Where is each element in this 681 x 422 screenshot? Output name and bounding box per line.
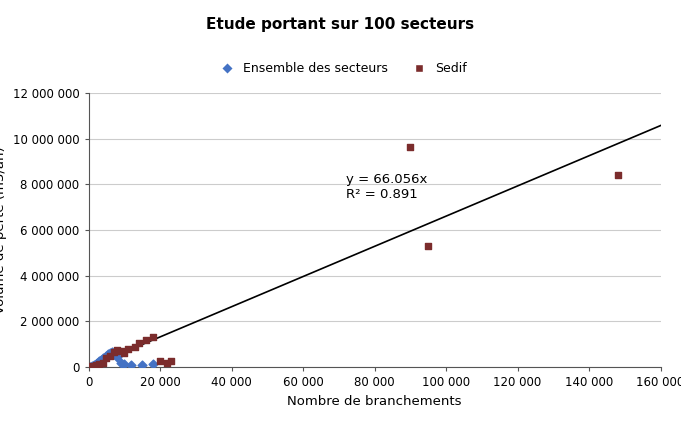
Point xyxy=(89,362,99,369)
Point xyxy=(90,361,101,368)
Point xyxy=(118,361,129,368)
Point xyxy=(137,362,148,368)
Point xyxy=(94,360,105,367)
Point xyxy=(133,340,144,346)
Point xyxy=(126,362,137,369)
Point xyxy=(118,350,129,357)
Point xyxy=(101,352,112,359)
Point xyxy=(108,351,119,357)
Point xyxy=(423,243,434,249)
Point xyxy=(155,358,165,365)
Point xyxy=(115,348,126,354)
Point xyxy=(112,354,123,360)
Point xyxy=(115,360,126,366)
Y-axis label: Volume de perte (m3/an): Volume de perte (m3/an) xyxy=(0,146,7,314)
Point xyxy=(94,358,105,365)
Point xyxy=(106,349,117,355)
Point xyxy=(112,346,123,353)
Point xyxy=(147,360,158,367)
Point xyxy=(129,343,140,350)
Point xyxy=(104,349,115,356)
Point xyxy=(86,363,97,370)
Text: y = 66.056x
R² = 0.891: y = 66.056x R² = 0.891 xyxy=(346,173,427,201)
Point xyxy=(90,362,101,369)
Text: Etude portant sur 100 secteurs: Etude portant sur 100 secteurs xyxy=(206,17,475,32)
Point xyxy=(85,363,96,370)
Point xyxy=(161,359,172,366)
Point xyxy=(85,363,96,370)
Legend: Ensemble des secteurs, Sedif: Ensemble des secteurs, Sedif xyxy=(209,57,472,80)
Point xyxy=(147,334,158,341)
X-axis label: Nombre de branchements: Nombre de branchements xyxy=(287,395,462,408)
Point xyxy=(405,143,415,150)
Point xyxy=(97,354,108,361)
Point xyxy=(86,362,97,369)
Point xyxy=(101,355,112,362)
Point xyxy=(103,351,114,357)
Point xyxy=(140,336,151,343)
Point xyxy=(165,357,176,364)
Point xyxy=(104,352,115,359)
Point xyxy=(97,359,108,366)
Point xyxy=(95,357,106,363)
Point xyxy=(92,360,103,366)
Point xyxy=(123,346,133,352)
Point xyxy=(108,349,119,356)
Point xyxy=(612,172,623,179)
